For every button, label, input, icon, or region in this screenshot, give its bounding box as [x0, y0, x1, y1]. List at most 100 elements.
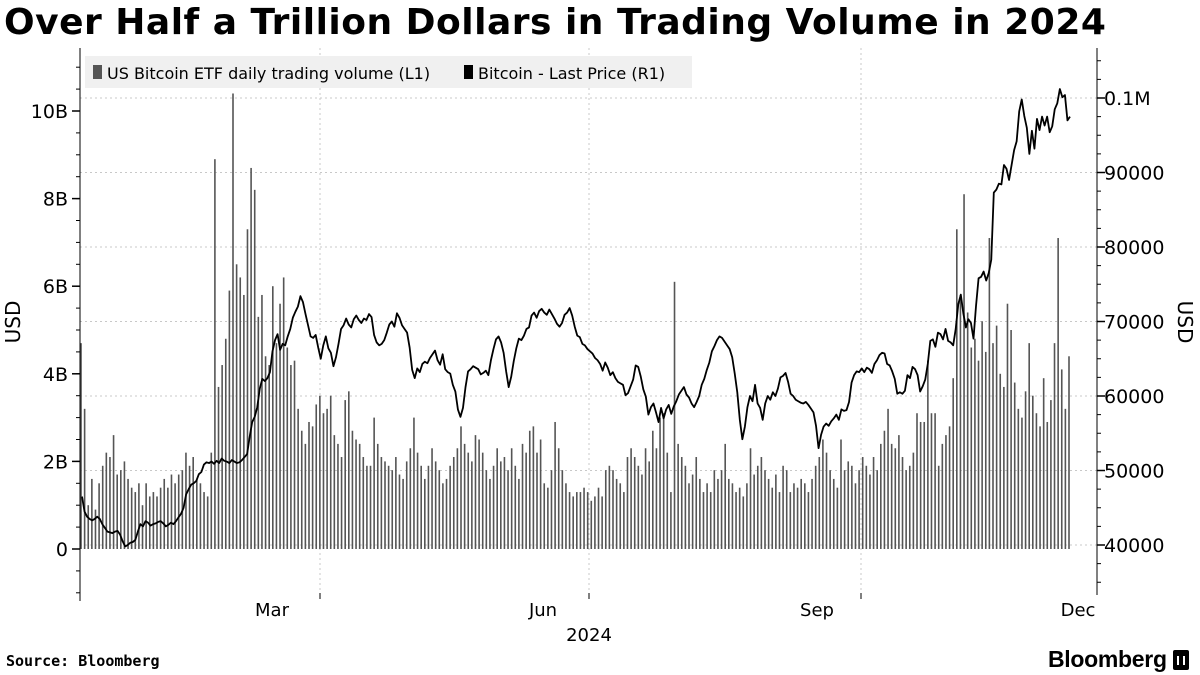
right-axis-label: USD [1173, 301, 1197, 344]
x-year-label: 2024 [566, 625, 612, 646]
volume-bar [814, 465, 817, 549]
volume-bar [832, 478, 835, 549]
volume-bar [565, 483, 567, 549]
volume-bar [597, 487, 600, 549]
volume-bar [348, 391, 350, 549]
volume-bar [974, 338, 976, 549]
volume-bar [1068, 356, 1070, 549]
volume-bar [633, 457, 636, 549]
volume-bar [250, 167, 252, 549]
volume-bar [728, 478, 730, 549]
volume-bar [637, 465, 640, 549]
volume-bar [109, 457, 111, 549]
right-tick-label: 60000 [1104, 386, 1164, 408]
volume-bar [387, 465, 390, 549]
volume-bar [373, 417, 375, 549]
volume-bar [424, 478, 426, 549]
volume-bar [659, 417, 661, 549]
volume-bar [148, 496, 151, 549]
volume-bar [1042, 378, 1045, 549]
volume-bar [500, 461, 502, 549]
volume-bar [138, 483, 140, 549]
volume-bar [380, 457, 383, 549]
volume-bar [112, 435, 115, 549]
volume-bar [452, 457, 455, 549]
volume-bar [268, 365, 270, 549]
volume-bar [594, 496, 596, 549]
volume-bar [340, 457, 343, 549]
volume-bar [793, 483, 795, 549]
volume-bar [1050, 400, 1052, 549]
legend-swatch-volume [93, 65, 102, 79]
volume-bar [908, 465, 911, 549]
volume-bar [959, 294, 962, 549]
volume-bar [771, 487, 774, 549]
volume-bar [214, 159, 216, 549]
volume-bars [80, 93, 1070, 549]
volume-bar [894, 448, 897, 549]
volume-bar [395, 457, 397, 549]
volume-bar [471, 461, 473, 549]
left-tick-label: 10B [31, 101, 68, 123]
volume-bar [315, 404, 318, 549]
volume-bar [554, 421, 556, 549]
volume-bar [413, 417, 415, 549]
volume-bar [880, 443, 882, 549]
volume-bar [293, 360, 296, 549]
volume-bar [369, 465, 372, 549]
volume-bar [1021, 417, 1023, 549]
volume-bar [366, 465, 368, 549]
volume-bar [510, 448, 513, 549]
volume-bar [623, 492, 625, 549]
volume-bar [1028, 343, 1030, 549]
volume-bar [257, 316, 260, 549]
volume-bar [677, 443, 679, 549]
volume-bar [829, 470, 831, 549]
volume-bar [869, 474, 871, 549]
volume-bar [666, 452, 669, 549]
volume-bar [456, 448, 459, 549]
volume-bar [235, 264, 238, 549]
volume-bar [163, 478, 166, 549]
volume-bar [105, 452, 108, 549]
volume-bar [713, 470, 716, 549]
volume-bar [684, 465, 687, 549]
volume-bar [152, 492, 155, 549]
volume-bar [376, 443, 379, 549]
volume-bar [1032, 395, 1034, 549]
volume-bar [760, 457, 763, 549]
volume-bar [344, 400, 346, 549]
right-tick-label: 40000 [1104, 535, 1164, 557]
volume-bar [561, 470, 564, 549]
volume-bar [528, 430, 531, 549]
volume-bar [532, 426, 535, 549]
volume-bar [1010, 330, 1012, 549]
volume-bar [431, 448, 433, 549]
volume-bar [120, 470, 122, 549]
left-tick-label: 6B [43, 276, 68, 298]
volume-bar [941, 443, 944, 549]
right-tick-label: 70000 [1104, 312, 1164, 334]
x-tick-label: Jun [528, 600, 557, 621]
volume-bar [351, 430, 354, 549]
left-tick-label: 2B [43, 451, 68, 473]
volume-bar [442, 483, 444, 549]
volume-bar [626, 457, 629, 549]
volume-bar [655, 448, 658, 549]
volume-bar [984, 351, 987, 549]
volume-bar [123, 461, 126, 549]
volume-bar [576, 492, 578, 549]
volume-bar [1057, 238, 1059, 549]
volume-bar [702, 492, 705, 549]
volume-bar [210, 452, 213, 549]
volume-bar [130, 487, 133, 549]
volume-bar [956, 229, 958, 549]
left-axis-label: USD [1, 301, 25, 344]
volume-bar [409, 448, 412, 549]
volume-bar [1017, 408, 1020, 549]
volume-bar [243, 294, 245, 549]
volume-bar [311, 426, 314, 549]
volume-bar [478, 439, 480, 549]
volume-bar [199, 483, 202, 549]
